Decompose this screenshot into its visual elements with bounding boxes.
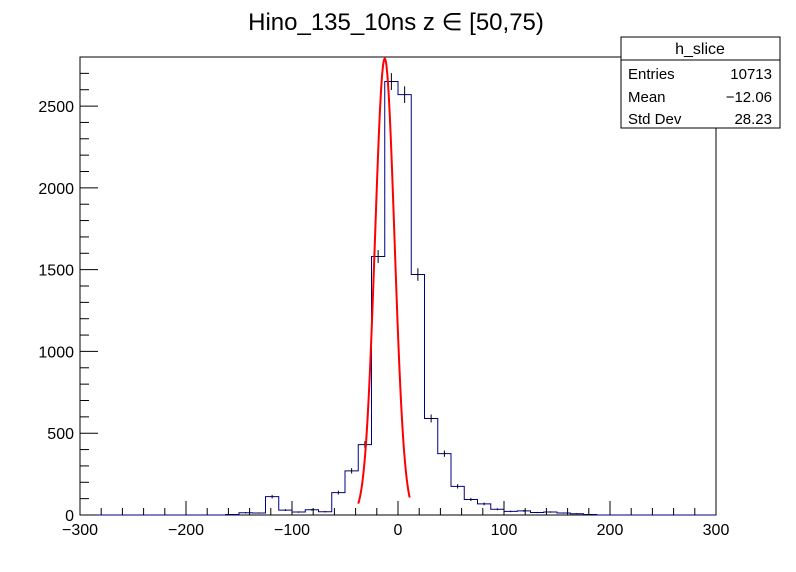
x-tick-label: 0 <box>394 522 403 539</box>
stats-box-title: h_slice <box>675 41 725 58</box>
x-tick-label: −100 <box>274 522 310 539</box>
stat-entries-label: Entries <box>628 66 675 83</box>
stat-stddev-value: 28.23 <box>734 111 772 128</box>
x-tick-label: −300 <box>62 522 98 539</box>
axes: −300 −200 −100 0 100 200 300 0 500 1000 1500 2000 25… <box>38 56 730 539</box>
y-tick-label: 1500 <box>38 263 74 280</box>
stat-entries-value: 10713 <box>730 66 772 83</box>
histogram-layer <box>80 73 716 516</box>
stat-mean-label: Mean <box>628 89 666 106</box>
stat-stddev-label: Std Dev <box>628 111 682 128</box>
gaussian-fit-curve <box>357 57 411 504</box>
stat-mean-value: −12.06 <box>726 89 772 106</box>
y-tick-label: 1000 <box>38 344 74 361</box>
histogram-outline <box>80 81 716 516</box>
x-tick-label: 200 <box>597 522 624 539</box>
stats-box-frame <box>620 36 781 129</box>
y-tick-label: 2500 <box>38 99 74 116</box>
x-tick-label: 100 <box>491 522 518 539</box>
y-tick-label: 0 <box>65 508 74 525</box>
stats-box: h_slice Entries 10713 Mean −12.06 Std De… <box>620 36 781 129</box>
chart-title: Hino_135_10ns z ∈ [50,75) <box>248 9 544 36</box>
y-tick-label: 500 <box>47 426 74 443</box>
x-tick-label: 300 <box>703 522 730 539</box>
x-tick-label: −200 <box>168 522 204 539</box>
fit-layer <box>357 57 411 504</box>
y-tick-label: 2000 <box>38 181 74 198</box>
